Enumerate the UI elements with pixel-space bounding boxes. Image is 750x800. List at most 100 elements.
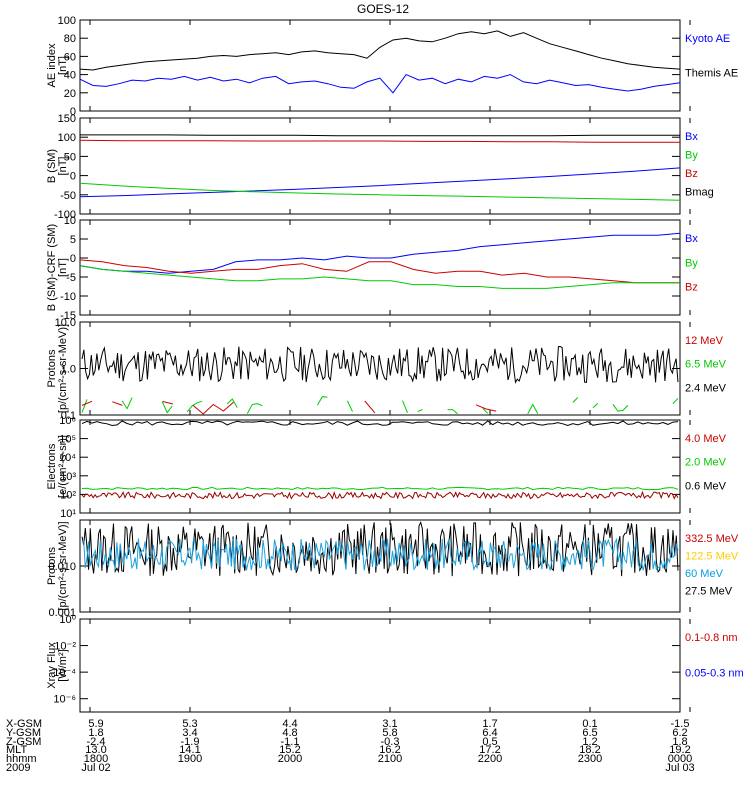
legend-entry: 332.5 MeV — [685, 533, 739, 545]
y-tick-label: 20 — [64, 88, 76, 100]
series-line — [161, 401, 173, 414]
series-line — [81, 400, 93, 406]
series-line — [81, 420, 679, 427]
ephemeris-value: 1900 — [177, 753, 203, 766]
series-line — [81, 486, 679, 491]
panel-frame — [79, 519, 681, 613]
series-line — [346, 400, 353, 412]
y-tick-label: 10⁻⁶ — [53, 694, 76, 706]
y-axis-label: Electrons — [46, 443, 58, 489]
y-tick-label: 0 — [70, 171, 76, 183]
ephemeris-value: 2300 — [577, 753, 603, 766]
ephemeris-value: 1.8 — [672, 735, 688, 748]
series-line — [447, 409, 458, 415]
series-line — [482, 407, 489, 414]
ephemeris-value: 5.9 — [88, 718, 104, 730]
ephemeris-value: 1.2 — [582, 735, 598, 748]
y-axis-label: Xray Flux — [46, 642, 58, 689]
series-line — [246, 403, 263, 414]
series-line — [186, 400, 203, 413]
legend-entry: 12 MeV — [685, 335, 724, 347]
series-line — [79, 259, 680, 284]
legend-entry: 6.5 MeV — [685, 359, 727, 371]
y-tick-label: -5 — [66, 272, 76, 284]
ephemeris-value: 14.1 — [179, 744, 201, 757]
legend-entry: By — [685, 257, 698, 269]
y-axis-label: AE index — [46, 43, 58, 88]
ephemeris-value: 18.2 — [579, 744, 601, 757]
ephemeris-value: -0.3 — [380, 735, 400, 748]
panel-bsm: -100 -50 0 50 100 150 B (SM) [nT] Bx By Bz Bmag — [46, 113, 714, 221]
y-tick-label: 50 — [64, 151, 76, 163]
panel-xray: 10⁻⁶ 10⁻⁴ 10⁻² 10⁰ Xray Flux [W/m²] 0.1-0.8 nm… — [46, 614, 744, 713]
legend-entry: Bx — [685, 233, 698, 245]
series-line — [81, 537, 679, 572]
chart-title: GOES-12 — [357, 2, 409, 16]
ephemeris-value: 0.1 — [582, 718, 598, 730]
ephemeris-label: hhmm — [6, 753, 37, 766]
series-line — [572, 397, 579, 403]
ephemeris-value: 2200 — [477, 753, 503, 766]
y-axis-label: [p/(cm²-s-sr-MeV)] — [57, 324, 69, 413]
ephemeris-value: 1.8 — [88, 726, 104, 739]
legend-entry: Kyoto AE — [685, 33, 730, 45]
y-tick-label: 10⁰ — [59, 614, 76, 626]
ephemeris-value: 6.5 — [582, 726, 598, 739]
legend-entry: 0.1-0.8 nm — [685, 632, 738, 644]
ephemeris-value: 16.2 — [379, 744, 401, 757]
y-tick-label: 0.001 — [48, 607, 76, 619]
legend-entry: Bx — [685, 131, 698, 143]
y-tick-label: 1.0 — [61, 364, 76, 376]
legend-entry: Bmag — [685, 187, 714, 199]
series-line — [79, 182, 681, 201]
ephemeris-value: 3.4 — [182, 726, 198, 739]
ephemeris-row: Y-GSM 1.8 3.4 4.8 5.8 6.4 6.5 6.2 — [0, 726, 750, 739]
ephemeris-label: Z-GSM — [6, 735, 42, 748]
y-tick-label: 10 — [64, 215, 76, 227]
series-line — [475, 404, 497, 412]
ephemeris-value: 0.5 — [482, 735, 498, 748]
panel-frame — [79, 19, 681, 112]
series-line — [79, 167, 681, 198]
ephemeris-value: 3.1 — [382, 718, 398, 730]
ephemeris-value: 0000 — [667, 753, 693, 766]
ephemeris-value: 6.2 — [672, 726, 688, 739]
panel-electrons: 10¹ 10² 10³ 10⁴ 10⁵ 10⁶ Electrons [e/(cm²-s-sr)… — [46, 415, 727, 520]
y-tick-label: 0 — [70, 253, 76, 265]
legend-entry: 122.5 MeV — [685, 551, 739, 563]
ephemeris-value: 6.4 — [482, 726, 498, 739]
y-tick-label: -15 — [60, 310, 76, 322]
y-tick-label: 10⁻⁴ — [53, 667, 76, 679]
legend-entry: 0.6 MeV — [685, 480, 727, 492]
y-tick-label: -10 — [60, 291, 76, 303]
ephemeris-value: 5.8 — [382, 726, 398, 739]
panel-bdiff: -15 -10 -5 0 5 10 B (SM)-CRF (SM) [nT] Bx By Bz — [46, 215, 698, 322]
y-axis-label: [p/(cm²-s-sr-MeV)] — [57, 521, 69, 610]
panel-protons-low: 0.1 1.0 10.0 Protons [p/(cm²-s-sr-MeV)] 12 Me… — [46, 317, 727, 422]
series-line — [79, 265, 680, 289]
legend-entry: Themis AE — [685, 68, 738, 80]
ephemeris-value: -1.5 — [670, 718, 690, 730]
ephemeris-value: 4.4 — [282, 718, 298, 730]
legend-entry: Bz — [685, 168, 698, 180]
y-tick-label: 0.1 — [61, 410, 76, 422]
y-tick-label: 80 — [64, 33, 76, 45]
series-line — [417, 409, 423, 413]
ephemeris-label: 2009 — [6, 762, 31, 774]
ephemeris-value: -1.9 — [180, 735, 200, 748]
y-axis-label: B (SM) — [46, 149, 58, 183]
legend-entry: 4.0 MeV — [685, 433, 727, 445]
ephemeris-label: MLT — [6, 744, 28, 757]
series-line — [672, 397, 679, 404]
series-line — [226, 398, 238, 408]
legend-entry: 2.0 MeV — [685, 457, 727, 469]
ephemeris-value: 2000 — [277, 753, 303, 766]
ephemeris-value: 19.2 — [669, 744, 691, 757]
series-line — [612, 404, 629, 412]
series-line — [592, 403, 599, 409]
y-tick-label: 0.010 — [48, 561, 76, 573]
series-line — [316, 396, 328, 406]
ephemeris-value: -1.1 — [280, 735, 300, 748]
